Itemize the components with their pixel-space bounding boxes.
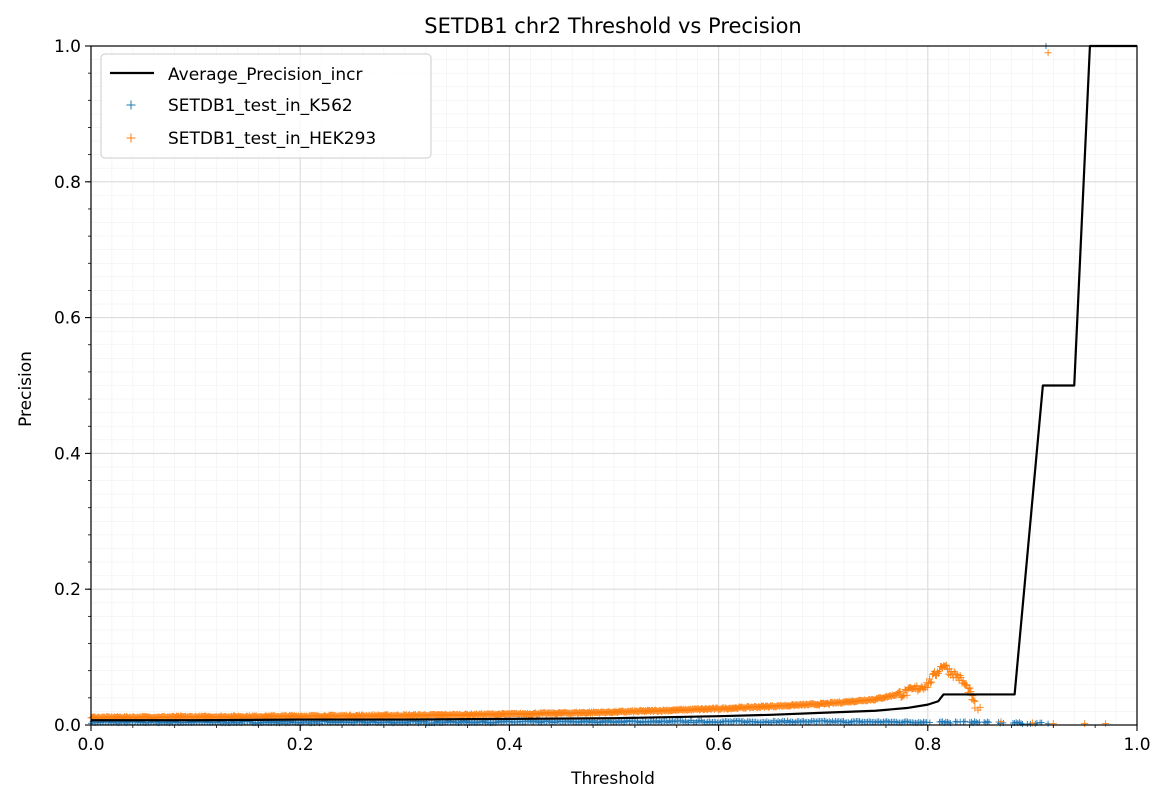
hek293-point [924,683,932,691]
x-axis-label: Threshold [570,769,655,789]
hek293-point [970,697,978,705]
scatter-layer [87,43,1110,728]
x-tick-label: 0.0 [77,735,104,755]
hek293-point [1102,720,1110,728]
hek293-point [1044,49,1052,57]
x-tick-label: 0.6 [705,735,732,755]
hek293-point [997,718,1005,726]
k562-point [962,718,969,725]
plot-frame [90,45,1138,726]
hek293-point [935,667,943,675]
y-axis-label: Precision [16,351,36,427]
y-tick-label: 0.0 [54,716,81,736]
y-tick-label: 0.4 [54,444,81,464]
hek293-point [971,697,979,705]
legend-marker-hek293 [126,133,136,143]
y-tick-label: 0.8 [54,173,81,193]
legend: Average_Precision_incr SETDB1_test_in_K5… [100,53,432,159]
hek293-point [959,677,967,685]
k562-point [985,719,992,726]
hek293-point [903,691,911,699]
hek293-point [896,688,904,696]
hek293-point [966,684,974,692]
axis-ticks: 0.0 0.2 0.4 0.6 0.8 1.0 0.0 0.2 0.4 0.6 0.8 1.0 [54,37,1151,755]
legend-marker-k562 [126,100,136,110]
x-tick-label: 0.4 [496,735,523,755]
y-tick-label: 1.0 [54,37,81,57]
chart-title: SETDB1 chr2 Threshold vs Precision [424,14,801,38]
hek293-point [901,686,909,694]
x-tick-label: 1.0 [1123,735,1150,755]
legend-box [100,53,432,159]
average-precision-line [91,44,1137,722]
hek293-point [1081,720,1089,728]
y-tick-label: 0.2 [54,580,81,600]
hek293-point [927,679,935,687]
hek293-point [928,678,936,686]
y-tick-label: 0.6 [54,309,81,329]
hek293-point [899,692,907,700]
hek293-point [950,668,958,676]
hek293-point [962,681,970,689]
k562-point [954,719,961,726]
hek293-point [913,682,921,690]
hek293-point [942,661,950,669]
legend-label-k562: SETDB1_test_in_K562 [168,96,353,116]
legend-label-hek293: SETDB1_test_in_HEK293 [168,129,376,149]
x-tick-label: 0.8 [914,735,941,755]
line-layer [91,44,1137,722]
legend-label-average-precision: Average_Precision_incr [168,65,363,85]
hek293-point [976,703,984,711]
x-tick-label: 0.2 [287,735,314,755]
